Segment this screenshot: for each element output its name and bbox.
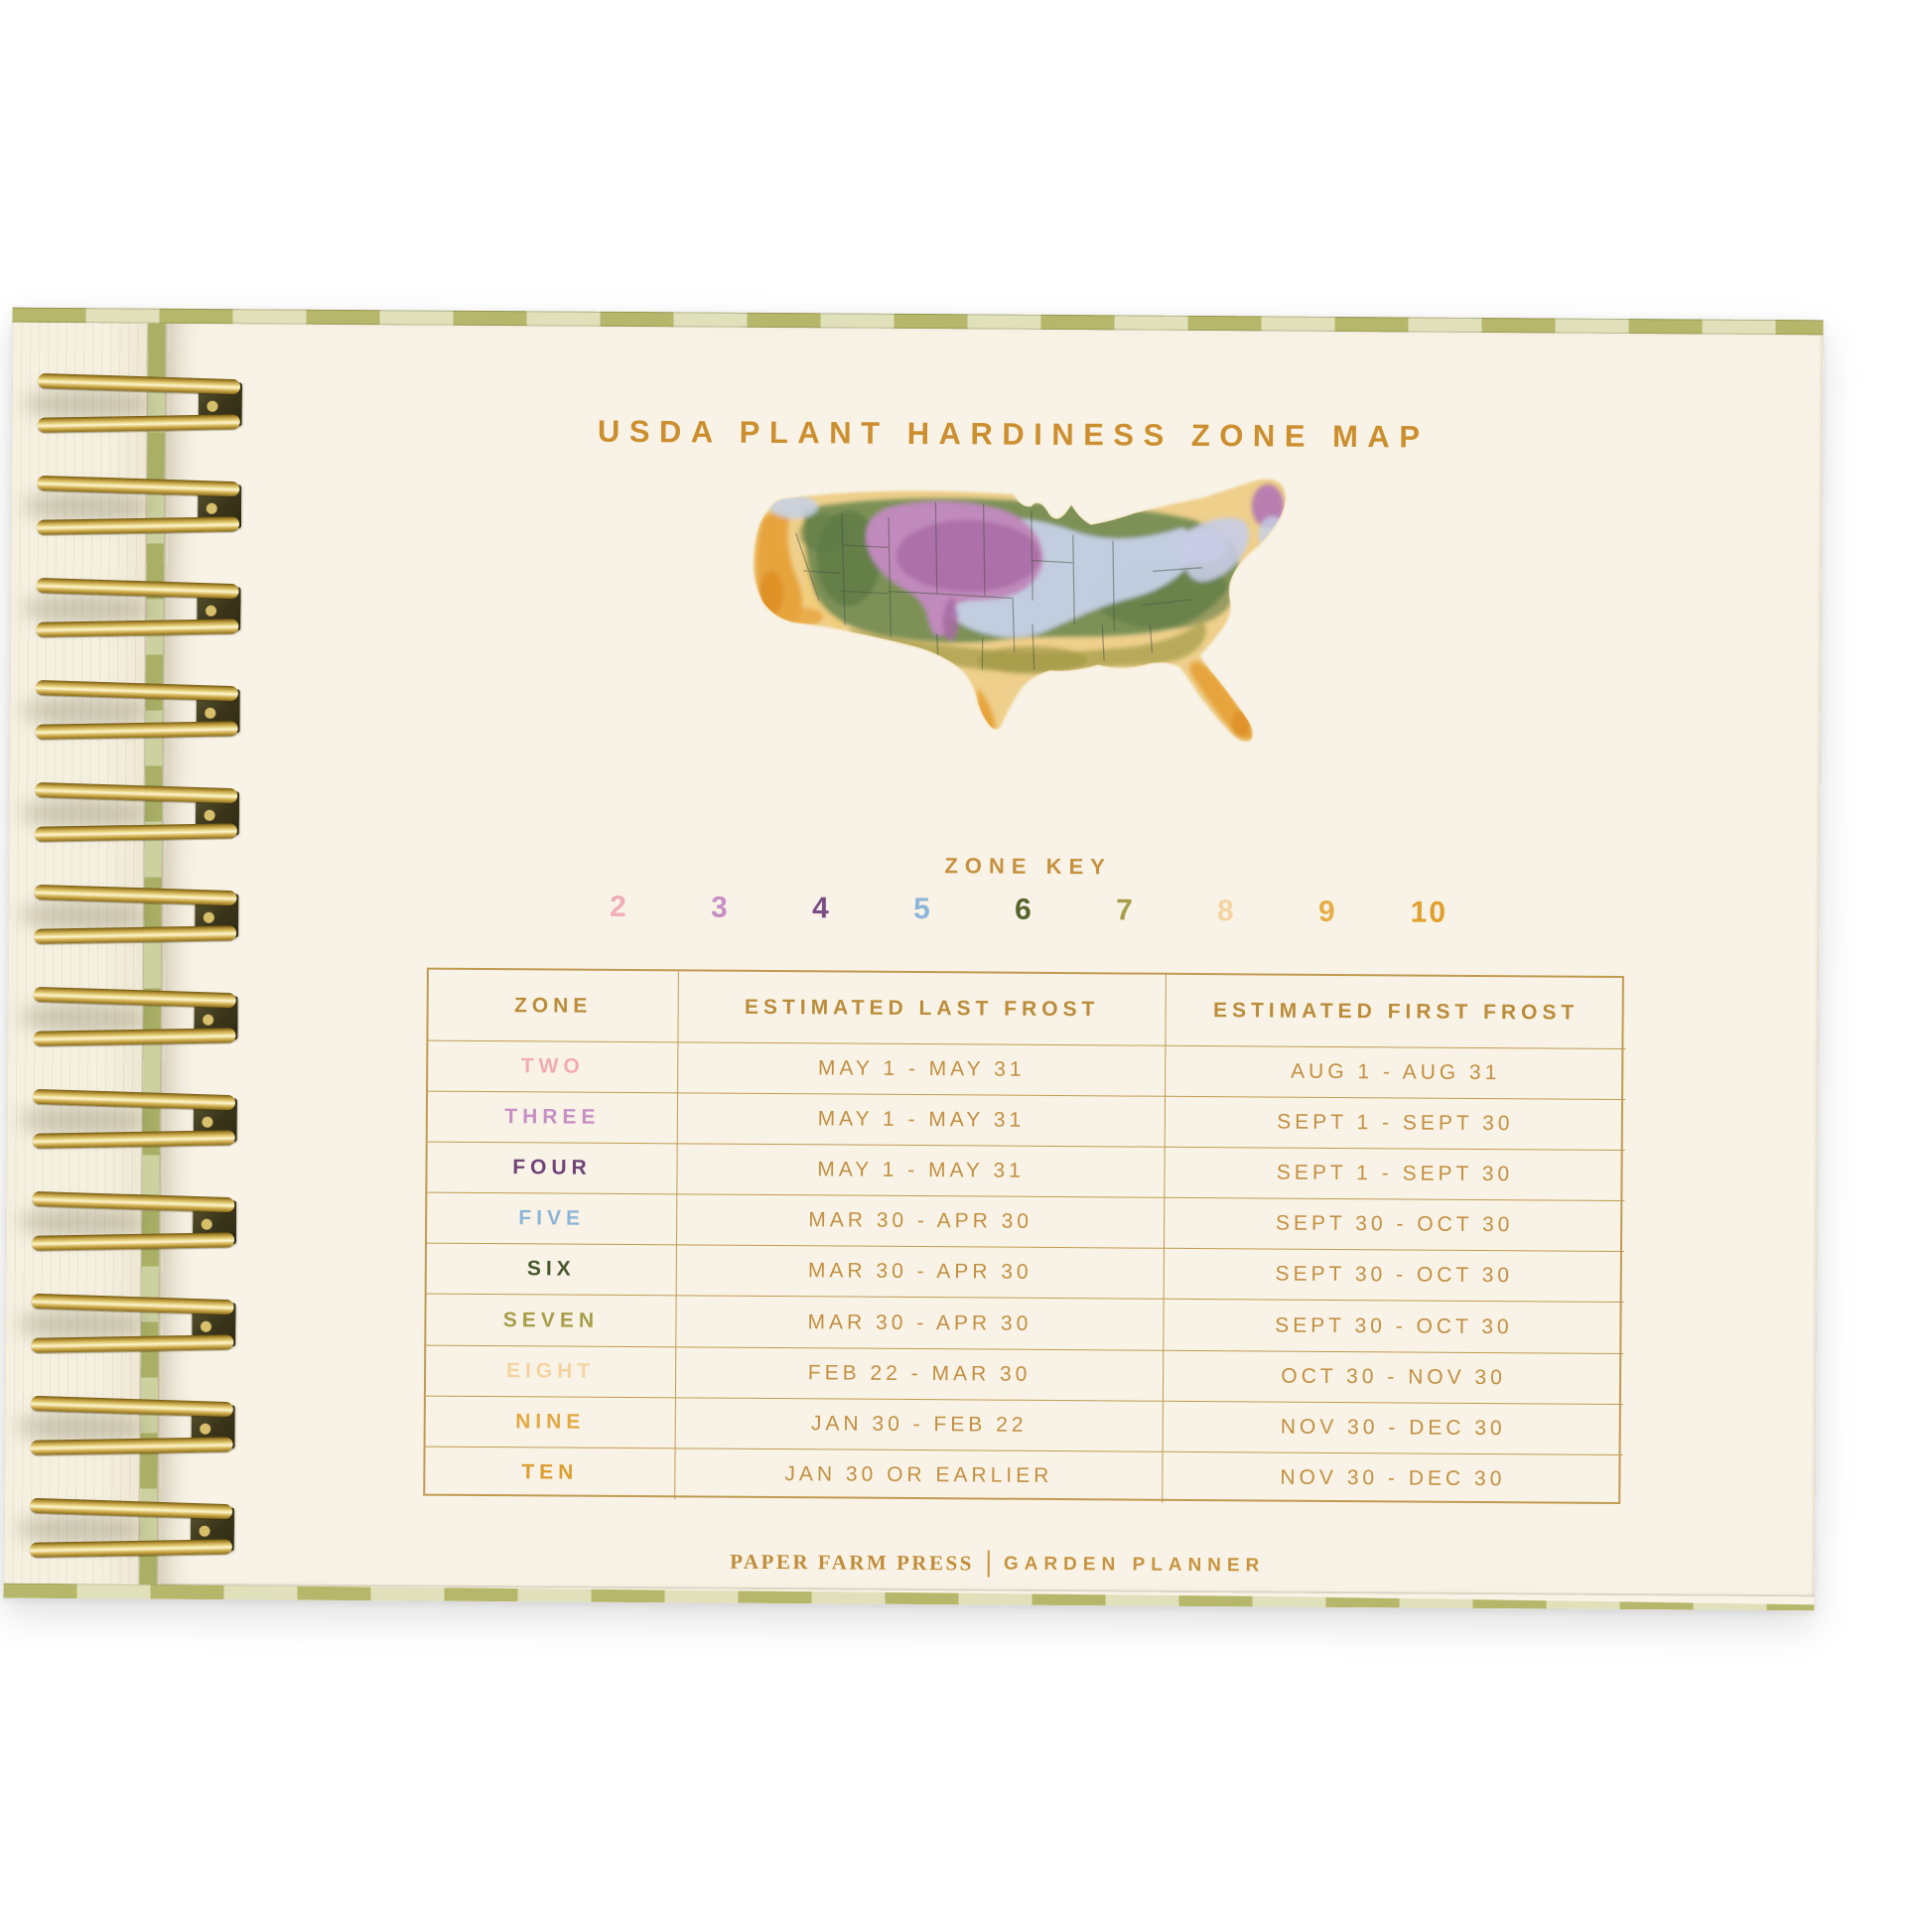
map-deep-orange-ca (759, 570, 784, 615)
zone-cell: NINE (425, 1396, 676, 1449)
binding-ring (30, 1395, 235, 1455)
first-frost-cell: NOV 30 - DEC 30 (1280, 1465, 1506, 1491)
zone-cell: SEVEN (426, 1295, 677, 1347)
zone-key-number: 4 (811, 892, 831, 925)
first-frost-cell: SEPT 30 - OCT 30 (1164, 1198, 1625, 1253)
frost-dates-table: ZONE ESTIMATED LAST FROST ESTIMATED FIRS… (423, 967, 1626, 1504)
footer-product: GARDEN PLANNER (1003, 1553, 1266, 1576)
map-state-lines (794, 501, 1203, 671)
zone-key-number: 8 (1216, 895, 1236, 928)
map-deep-orange-florida-tip (1231, 709, 1252, 738)
first-frost-cell: SEPT 30 - OCT 30 (1164, 1249, 1624, 1304)
zone-cell: THREE (427, 1091, 679, 1145)
first-frost-cell: SEPT 1 - SEPT 30 (1165, 1096, 1626, 1152)
binding-ring (31, 1293, 236, 1353)
first-frost-cell: AUG 1 - AUG 31 (1166, 1045, 1626, 1101)
first-frost-cell: SEPT 1 - SEPT 30 (1165, 1147, 1625, 1202)
garden-planner-book: USDA PLANT HARDINESS ZONE MAP (3, 307, 1824, 1611)
table-header-last-frost: ESTIMATED LAST FROST (678, 971, 1167, 1046)
zone-key-number: 2 (609, 890, 628, 923)
zone-key-number: 9 (1317, 895, 1337, 928)
zone-key-number: 5 (912, 892, 932, 926)
zone-key-number: 10 (1410, 896, 1449, 929)
page-footer: PAPER FARM PRESS GARDEN PLANNER (171, 1545, 1825, 1584)
map-lightblue-washington (769, 494, 818, 519)
binding-ring (37, 372, 243, 433)
last-frost-cell: MAY 1 - MAY 31 (678, 1042, 1167, 1097)
last-frost-cell: JAN 30 - FEB 22 (675, 1397, 1164, 1452)
binding-ring (32, 1088, 238, 1149)
zone-cell: FOUR (427, 1142, 678, 1195)
zone-key-number: 7 (1115, 894, 1135, 927)
planner-page: USDA PLANT HARDINESS ZONE MAP (160, 321, 1824, 1597)
page-content: USDA PLANT HARDINESS ZONE MAP (161, 322, 1824, 1597)
us-hardiness-map-svg (752, 476, 1286, 743)
last-frost-cell: MAY 1 - MAY 31 (677, 1144, 1166, 1199)
last-frost-cell: MAR 30 - APR 30 (676, 1245, 1165, 1301)
binding-ring (34, 884, 239, 944)
zone-cell: FIVE (426, 1192, 678, 1246)
first-frost-cell: OCT 30 - NOV 30 (1163, 1350, 1624, 1405)
binding-ring (34, 781, 240, 842)
zone-key: 2 3 4 5 6 7 8 9 10 (197, 888, 1851, 933)
last-frost-cell: JAN 30 OR EARLIER (675, 1449, 1164, 1503)
binding-ring (35, 679, 240, 740)
last-frost-cell: FEB 22 - MAR 30 (675, 1346, 1165, 1402)
page-title: USDA PLANT HARDINESS ZONE MAP (597, 413, 1430, 455)
zone-cell: SIX (426, 1243, 677, 1297)
zone-key-number: 6 (1014, 893, 1034, 926)
last-frost-cell: MAR 30 - APR 30 (676, 1194, 1166, 1250)
map-dark-green-nw (799, 512, 848, 554)
footer-brand: PAPER FARM PRESS (730, 1549, 974, 1576)
last-frost-cell: MAR 30 - APR 30 (676, 1296, 1165, 1351)
table-header-zone: ZONE (428, 969, 679, 1043)
table-header-first-frost: ESTIMATED FIRST FROST (1166, 974, 1626, 1050)
map-lavender-ny (1176, 527, 1229, 564)
us-hardiness-map (682, 470, 1327, 790)
zone-cell: EIGHT (425, 1345, 677, 1398)
zone-cell: TEN (425, 1447, 676, 1500)
map-deep-purple-core (896, 519, 1040, 593)
binding-ring (36, 475, 242, 535)
binding-ring (29, 1497, 235, 1558)
map-orange-az (782, 608, 824, 626)
zone-cell: TWO (428, 1040, 679, 1094)
map-purple-drip (942, 596, 959, 640)
map-lightblue-maine-coast (1258, 515, 1286, 553)
footer-divider (987, 1550, 990, 1578)
binding-ring (33, 986, 238, 1046)
map-dark-olive-south (977, 645, 1087, 675)
binding-ring (36, 577, 241, 637)
first-frost-cell: NOV 30 - DEC 30 (1163, 1401, 1623, 1455)
zone-key-number: 3 (710, 891, 730, 924)
zone-key-label: ZONE KEY (944, 853, 1112, 880)
binding-ring (31, 1190, 237, 1251)
last-frost-cell: MAY 1 - MAY 31 (677, 1093, 1167, 1148)
first-frost-cell: SEPT 30 - OCT 30 (1164, 1300, 1624, 1354)
